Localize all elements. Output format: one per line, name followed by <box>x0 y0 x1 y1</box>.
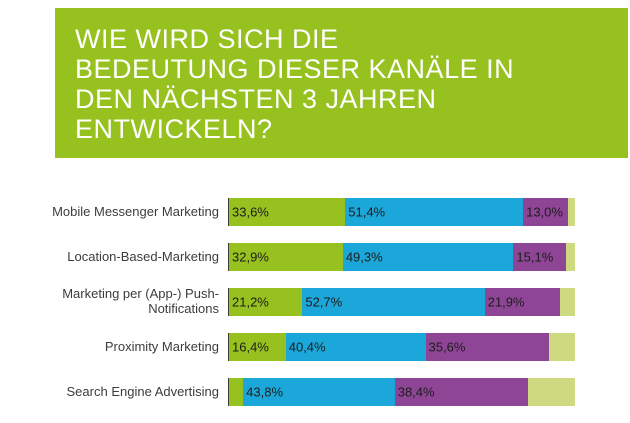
bar-segment-purple: 21,9% <box>484 288 561 316</box>
page-title-line: ENTWICKELN? <box>75 114 273 144</box>
stacked-bar: 33,6% 51,4% 13,0% <box>228 198 575 226</box>
bar-segment-purple: 35,6% <box>425 333 549 361</box>
header: WIE WIRD SICH DIE BEDEUTUNG DIESER KANÄL… <box>55 8 628 158</box>
category-label: Marketing per (App-) Push-Notifications <box>62 286 219 316</box>
segment-value-label: 51,4% <box>348 204 386 220</box>
segment-value-label: 40,4% <box>288 339 326 355</box>
stacked-bar: 16,4% 40,4% 35,6% <box>228 333 575 361</box>
chart-row: Search Engine Advertising 43,8% 38,4% <box>0 378 630 406</box>
bar-segment-light-green <box>565 243 575 271</box>
segment-value-label: 16,4% <box>232 339 269 355</box>
segment-value-label: 52,7% <box>305 294 343 310</box>
segment-value-label: 49,3% <box>345 249 383 265</box>
bar-segment-blue: 43,8% <box>243 378 395 406</box>
segment-value-label: 32,9% <box>232 249 269 265</box>
segment-value-label: 21,9% <box>487 294 525 310</box>
category-label: Proximity Marketing <box>104 338 219 354</box>
stacked-bar: 32,9% 49,3% 15,1% <box>228 243 575 271</box>
segment-value-label: 35,6% <box>428 339 466 355</box>
bar-segment-purple: 15,1% <box>513 243 566 271</box>
bar-segment-light-green <box>568 198 575 226</box>
category-label: Location-Based-Marketing <box>67 248 219 264</box>
category-label: Mobile Messenger Marketing <box>52 203 219 219</box>
bar-segment-blue: 52,7% <box>302 288 485 316</box>
segment-value-label: 21,2% <box>232 294 269 310</box>
chart-row: Marketing per (App-) Push-Notifications 2… <box>0 286 630 316</box>
bar-segment-blue: 51,4% <box>345 198 524 226</box>
bar-segment-purple: 38,4% <box>394 378 528 406</box>
chart-row: Proximity Marketing 16,4% 40,4% 35,6% <box>0 333 630 361</box>
bar-segment-purple: 13,0% <box>523 198 569 226</box>
bar-segment-blue: 40,4% <box>285 333 426 361</box>
page-title-line: BEDEUTUNG DIESER KANÄLE IN <box>75 54 515 84</box>
bar-segment-green <box>229 378 244 406</box>
segment-value-label: 33,6% <box>232 204 269 220</box>
segment-value-label: 43,8% <box>246 384 284 400</box>
bar-segment-green: 33,6% <box>229 198 346 226</box>
segment-value-label: 15,1% <box>516 249 554 265</box>
bar-segment-blue: 49,3% <box>342 243 514 271</box>
chart-rows: Mobile Messenger Marketing 33,6% 51,4% 13,0… <box>0 198 630 406</box>
category-label: Search Engine Advertising <box>66 383 219 399</box>
segment-value-label: 13,0% <box>526 204 563 220</box>
bar-segment-light-green <box>527 378 575 406</box>
chart-row: Location-Based-Marketing 32,9% 49,3% 15,1% <box>0 243 630 271</box>
segment-value-label: 38,4% <box>397 384 435 400</box>
stacked-bar-chart: Mobile Messenger Marketing 33,6% 51,4% 13,0… <box>0 198 630 423</box>
bar-segment-green: 16,4% <box>229 333 286 361</box>
page-title-line: DEN NÄCHSTEN 3 JAHREN <box>75 84 437 114</box>
bar-segment-green: 21,2% <box>229 288 303 316</box>
bar-segment-light-green <box>560 288 575 316</box>
page-title-line: WIE WIRD SICH DIE <box>75 24 339 54</box>
bar-segment-green: 32,9% <box>229 243 343 271</box>
chart-row: Mobile Messenger Marketing 33,6% 51,4% 13,0… <box>0 198 630 226</box>
stacked-bar: 43,8% 38,4% <box>228 378 575 406</box>
bar-segment-light-green <box>548 333 575 361</box>
stacked-bar: 21,2% 52,7% 21,9% <box>228 288 575 316</box>
